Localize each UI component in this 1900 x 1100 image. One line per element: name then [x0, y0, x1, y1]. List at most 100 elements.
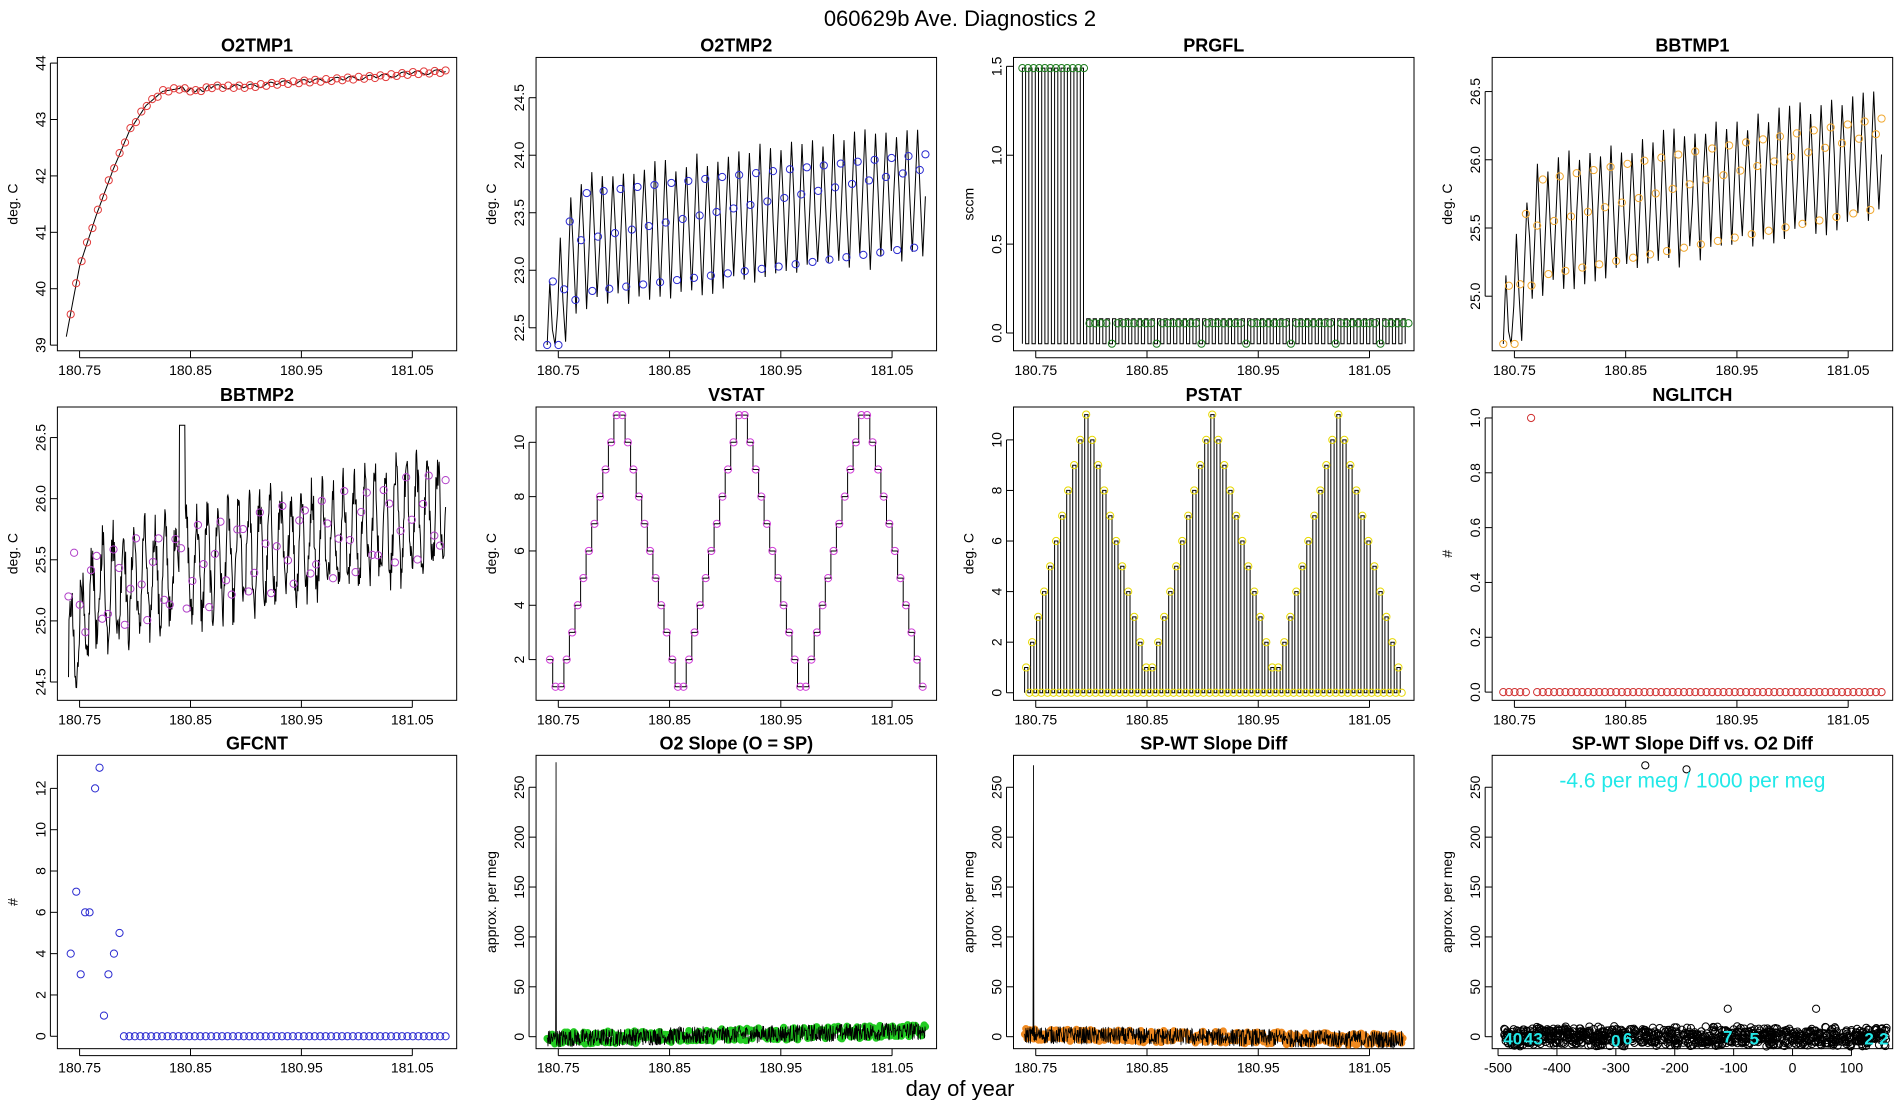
bbtmp2-point [81, 628, 90, 637]
panel-bbtmp2: BBTMP2 deg. C 180.75 180.85 180.95 181.05 24.5… [4, 385, 458, 727]
y-tick-label: 150 [511, 875, 527, 899]
prgfl-point [1365, 319, 1374, 328]
scatter-outlier [1723, 1004, 1732, 1013]
prgfl-point [1230, 319, 1240, 328]
scatter-point [1605, 1026, 1614, 1035]
prgfl-point [1281, 319, 1290, 328]
scatter-point [1560, 1026, 1569, 1035]
pstat-point [1055, 688, 1064, 697]
bbtmp2-point [216, 517, 225, 526]
bbtmp2-point [435, 541, 445, 550]
o2tmp2-point [622, 282, 631, 291]
vstat-point [723, 465, 733, 474]
pstat-point [1145, 688, 1154, 697]
nglitch-point [1612, 688, 1621, 697]
pstat-point [1097, 688, 1106, 697]
o2tmp2-point [706, 271, 716, 280]
vstat-point [684, 655, 694, 664]
pstat-point [1160, 612, 1169, 621]
y-tick-label: 25.5 [32, 546, 48, 573]
y-tick-label: 10 [32, 822, 48, 838]
pstat-point [1313, 688, 1322, 697]
vstat-line [547, 414, 926, 688]
scatter-point [1817, 1041, 1826, 1050]
pstat-point [1193, 688, 1202, 697]
scatter-point [1670, 1037, 1680, 1046]
o2tmp1-point [414, 69, 423, 79]
gfcnt-zero-point [283, 1032, 292, 1041]
o2tmp1-point [419, 67, 428, 76]
bbtmp1-point [1753, 161, 1762, 171]
scatter-point [1629, 1024, 1638, 1033]
bbtmp1-point [1600, 203, 1610, 212]
x-tick-label: -300 [1602, 1060, 1630, 1076]
plot-frame [535, 754, 938, 1050]
y-tick-label: 26.0 [1467, 146, 1483, 173]
nglitch-point [1668, 688, 1677, 697]
o2tmp2-point [543, 340, 552, 350]
o2tmp1-point [115, 149, 124, 158]
o2tmp1-point [370, 73, 380, 83]
scatter-point [1801, 1027, 1810, 1036]
bbtmp1-point [1640, 156, 1649, 165]
scatter-point [1509, 1034, 1518, 1044]
gfcnt-zero-point [163, 1032, 172, 1041]
scatter-point [1744, 1030, 1753, 1039]
scatter-outlier [1682, 765, 1691, 774]
scatter-point [1712, 1035, 1721, 1044]
gfcnt-zero-point [277, 1032, 287, 1041]
nglitch-point [1629, 688, 1638, 697]
pstat-point [1148, 663, 1157, 672]
o2tmp2-point [678, 214, 687, 224]
y-tick-label: 26.0 [32, 485, 48, 512]
gfcnt-zero-point [376, 1032, 385, 1041]
nglitch-point [1832, 688, 1841, 697]
bbtmp2-point [413, 555, 422, 564]
nglitch-point [1877, 688, 1886, 697]
o2tmp1-point [213, 81, 222, 90]
gfcnt-zero-point [141, 1032, 150, 1041]
scatter-point [1652, 1041, 1661, 1051]
scatter-point [1831, 1036, 1840, 1045]
o2tmp2-point [921, 150, 930, 159]
prgfl-point [1298, 319, 1307, 328]
x-tick-label: 180.85 [648, 711, 691, 727]
x-tick-label: 180.75 [537, 711, 580, 727]
cluster-label: 2 [1879, 1030, 1888, 1049]
panel-prgfl: PRGFL sccm 180.75 180.85 180.95 181.05 0.0 0.5 1… [960, 35, 1415, 378]
y-tick-label: 40 [32, 281, 48, 297]
y-axis-label: deg. C [483, 533, 499, 574]
pstat-point [1301, 688, 1310, 697]
bbtmp1-point [1736, 166, 1745, 175]
gfcnt-zero-point [125, 1032, 134, 1041]
vstat-point [796, 682, 805, 691]
o2tmp1-point [207, 83, 217, 93]
y-tick-label: 42 [32, 168, 48, 184]
bbtmp1-point [1572, 169, 1581, 178]
o2tmp2-point [780, 193, 789, 203]
scatter-point [1624, 1027, 1633, 1036]
prgfl-point [1191, 319, 1200, 328]
pstat-point [1349, 688, 1358, 697]
y-tick-label: 250 [511, 775, 527, 799]
o2tmp1-point [153, 92, 162, 101]
scatter-point [1600, 1031, 1609, 1041]
vstat-point [612, 411, 621, 420]
bbtmp1-point [1781, 223, 1790, 232]
bbtmp1-point [1758, 135, 1768, 144]
bbtmp1-point [1533, 221, 1542, 230]
o2tmp2-point [808, 257, 817, 267]
o2tmp2-point [785, 165, 795, 174]
pstat-point [1397, 688, 1406, 697]
scatter-point [1783, 1027, 1792, 1037]
bbtmp1-point [1645, 250, 1655, 259]
o2tmp1-point [273, 80, 282, 89]
o2tmp1-point [376, 71, 385, 80]
prgfl-point [1130, 319, 1139, 328]
prgfl-point [1119, 319, 1128, 328]
y-tick-label: 12 [32, 780, 48, 796]
bbtmp2-point [131, 534, 141, 543]
gfcnt-zero-point [147, 1032, 156, 1041]
pstat-point [1373, 688, 1382, 697]
o2tmp1-point [311, 75, 320, 84]
